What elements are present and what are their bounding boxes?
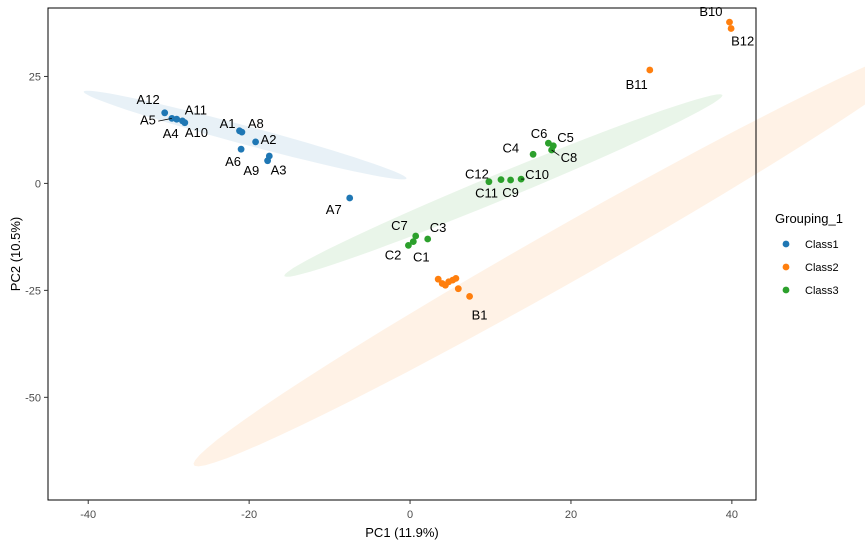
legend-label-class3: Class3 xyxy=(805,285,839,297)
legend-title: Grouping_1 xyxy=(775,211,843,226)
y-tick-label: 0 xyxy=(35,178,41,190)
label-a11: A11 xyxy=(185,103,207,118)
point-a8 xyxy=(238,128,246,136)
x-tick-label: 0 xyxy=(407,509,413,521)
label-c3: C3 xyxy=(430,220,447,235)
ellipse-class2 xyxy=(193,66,865,467)
label-connector-a5 xyxy=(158,118,172,122)
point-a4 xyxy=(173,115,181,123)
point-a7 xyxy=(346,194,354,202)
point-c9 xyxy=(507,176,514,184)
point-c11 xyxy=(497,176,505,184)
legend-key-class2 xyxy=(782,263,790,271)
point-class2 xyxy=(434,275,442,283)
label-a4: A4 xyxy=(163,126,179,141)
x-tick-label: -20 xyxy=(241,509,257,521)
label-c10: C10 xyxy=(525,167,549,182)
point-c4 xyxy=(529,150,537,158)
point-class2 xyxy=(452,275,460,282)
plot-panel-border xyxy=(47,7,757,501)
point-b12 xyxy=(727,25,735,32)
ellipse-class3 xyxy=(284,94,723,277)
axes: -40 -20 0 20 40 25 0 -25 -50 xyxy=(25,71,738,521)
x-tick-label: -40 xyxy=(80,509,96,521)
label-a10: A10 xyxy=(185,125,208,140)
label-c12: C12 xyxy=(465,167,489,182)
point-a11 xyxy=(181,119,189,127)
legend-label-class1: Class1 xyxy=(805,239,839,251)
label-b10: B10 xyxy=(699,4,722,19)
y-tick-label: -50 xyxy=(25,392,41,404)
label-c8: C8 xyxy=(561,150,578,165)
label-a9: A9 xyxy=(243,163,259,178)
x-axis-title: PC1 (11.9%) xyxy=(365,525,438,540)
label-a2: A2 xyxy=(261,132,277,147)
label-b1: B1 xyxy=(472,307,488,322)
label-c4: C4 xyxy=(502,140,519,155)
point-a3 xyxy=(264,157,271,165)
point-c2 xyxy=(405,242,412,249)
scatter-points xyxy=(161,18,735,300)
label-c7: C7 xyxy=(391,218,408,233)
y-tick-label: -25 xyxy=(25,285,41,297)
point-a2 xyxy=(252,138,259,146)
legend-key-class1 xyxy=(782,240,790,248)
point-class2 xyxy=(454,285,462,293)
label-a3: A3 xyxy=(271,163,287,178)
y-tick-label: 25 xyxy=(29,71,41,83)
label-c2: C2 xyxy=(385,247,402,262)
point-c12 xyxy=(485,178,493,186)
label-a12: A12 xyxy=(137,92,160,107)
label-c6: C6 xyxy=(531,126,548,141)
y-axis-title: PC2 (10.5%) xyxy=(8,217,23,291)
point-a6 xyxy=(237,145,245,153)
label-c9: C9 xyxy=(502,185,519,200)
label-b11: B11 xyxy=(626,77,648,92)
point-b11 xyxy=(646,66,654,74)
point-b1 xyxy=(466,293,473,300)
legend-label-class2: Class2 xyxy=(805,262,839,274)
point-c3 xyxy=(424,235,432,243)
point-c1 xyxy=(409,238,417,246)
label-a8: A8 xyxy=(248,116,264,131)
label-a6: A6 xyxy=(225,154,241,169)
x-tick-label: 20 xyxy=(565,509,577,521)
label-connector-c8 xyxy=(551,149,560,156)
label-c1: C1 xyxy=(413,250,430,265)
legend-key-class3 xyxy=(782,286,790,294)
legend: Grouping_1 Class1 Class2 Class3 xyxy=(775,211,843,297)
label-a1: A1 xyxy=(220,116,236,131)
label-c11: C11 xyxy=(475,186,498,201)
x-tick-label: 40 xyxy=(726,509,738,521)
label-c5: C5 xyxy=(557,130,574,145)
point-a12 xyxy=(161,109,169,117)
label-a5: A5 xyxy=(140,112,156,127)
point-b10 xyxy=(726,18,733,26)
label-b12: B12 xyxy=(731,34,754,49)
label-a7: A7 xyxy=(326,202,342,217)
point-c7 xyxy=(412,232,420,240)
